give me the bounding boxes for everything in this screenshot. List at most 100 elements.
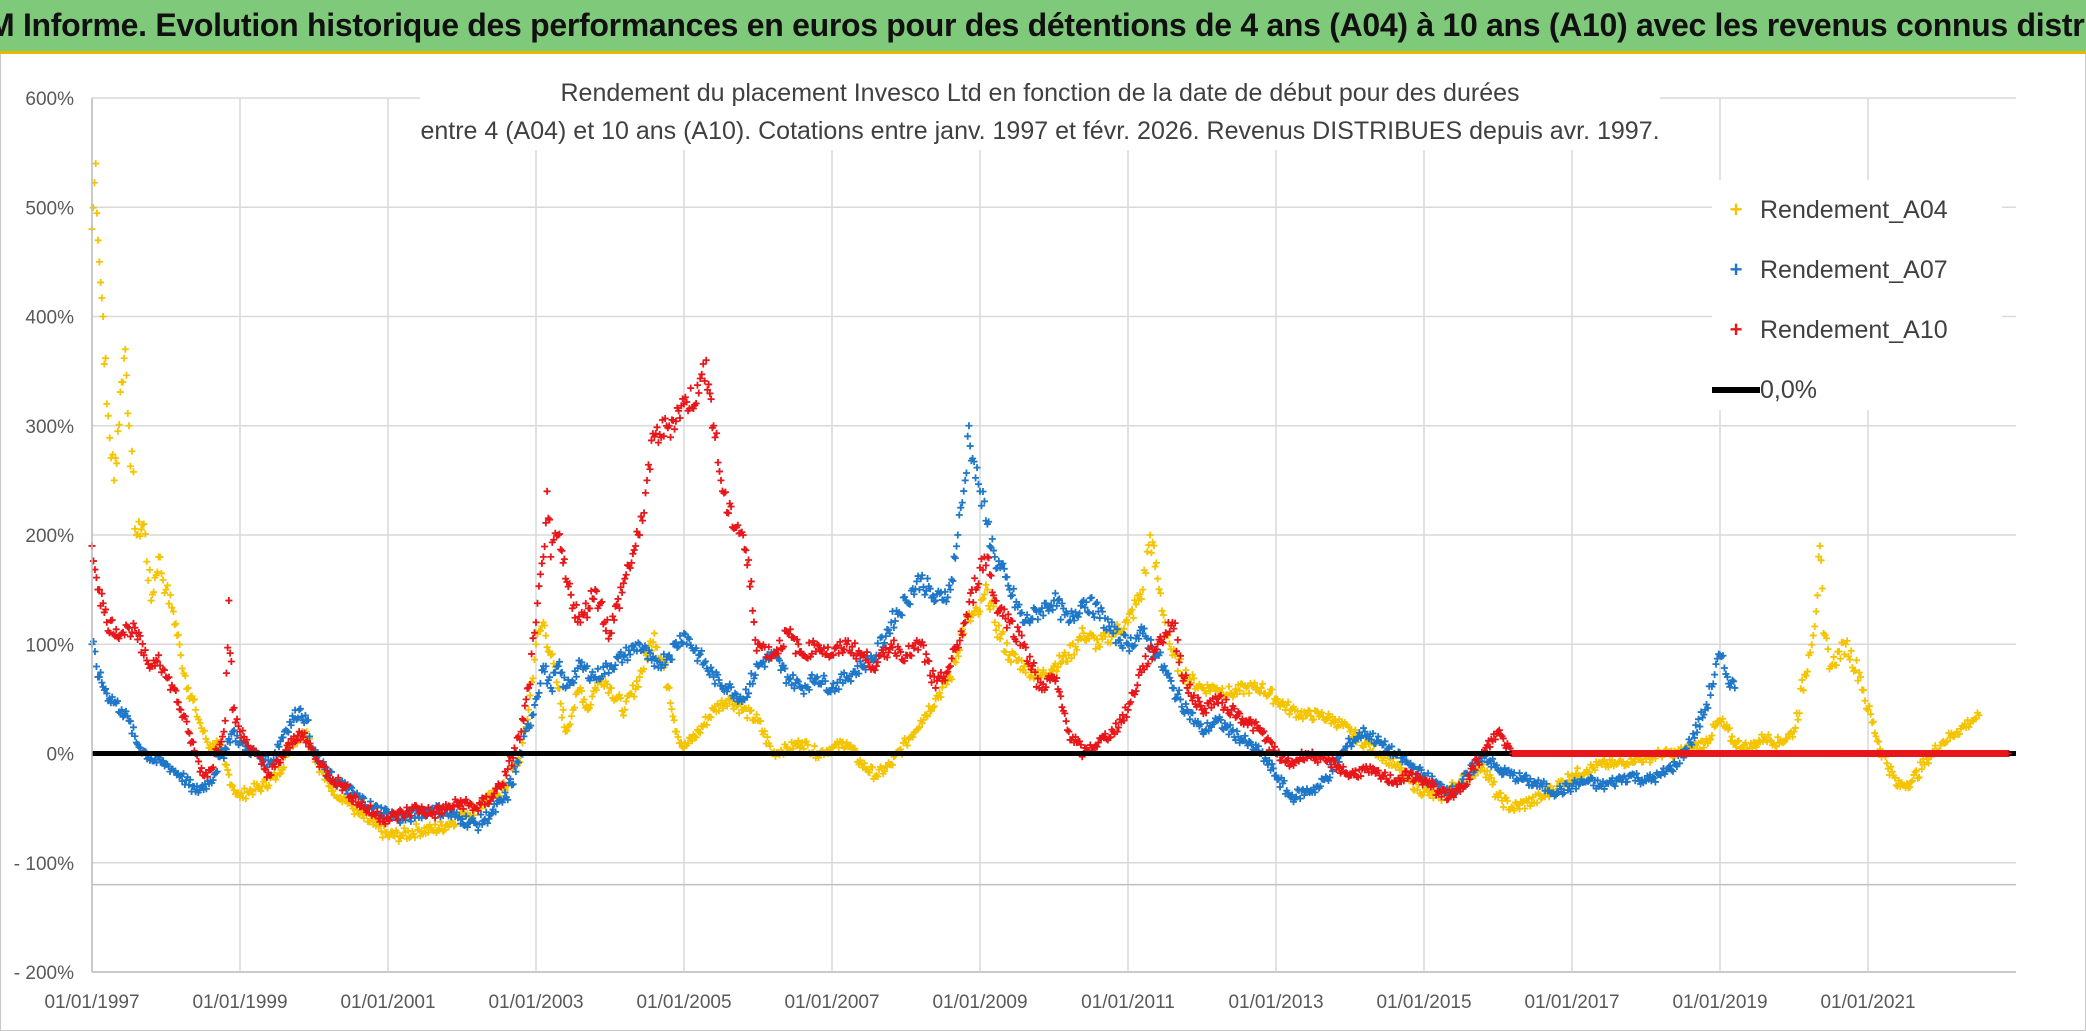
data-point	[1823, 634, 1831, 642]
data-point	[1868, 719, 1876, 727]
data-point	[945, 581, 953, 589]
data-point	[171, 621, 179, 629]
data-point	[172, 620, 180, 628]
data-point	[1065, 728, 1073, 736]
data-point	[518, 739, 526, 747]
data-point	[960, 487, 968, 495]
data-point	[1347, 742, 1355, 750]
data-point	[513, 757, 521, 765]
data-point	[967, 589, 975, 597]
data-point	[480, 817, 488, 825]
data-point	[714, 458, 722, 466]
data-point	[695, 728, 703, 736]
data-point	[671, 425, 679, 433]
data-point	[1174, 667, 1182, 675]
data-point	[89, 204, 97, 212]
data-point	[1108, 633, 1116, 641]
data-point	[462, 812, 470, 820]
data-point	[136, 532, 144, 540]
data-point	[379, 833, 387, 841]
data-point	[108, 693, 116, 701]
data-point	[1817, 556, 1825, 564]
data-point	[1133, 681, 1141, 689]
data-point	[592, 686, 600, 694]
data-point	[1143, 548, 1151, 556]
data-point	[1078, 624, 1086, 632]
data-point	[630, 693, 638, 701]
data-point	[724, 509, 732, 517]
data-point	[999, 628, 1007, 636]
data-point	[586, 605, 594, 613]
data-point	[181, 672, 189, 680]
data-point	[1394, 760, 1402, 768]
data-point	[1798, 676, 1806, 684]
data-point	[558, 547, 566, 555]
data-point	[1016, 610, 1024, 618]
data-point	[162, 586, 170, 594]
data-point	[1259, 680, 1267, 688]
data-point	[855, 670, 863, 678]
data-point	[991, 553, 999, 561]
data-point	[1218, 684, 1226, 692]
data-point	[1002, 648, 1010, 656]
data-point	[1503, 797, 1511, 805]
data-point	[543, 487, 551, 495]
data-point	[395, 837, 403, 845]
data-point	[276, 737, 284, 745]
data-point	[558, 668, 566, 676]
data-point	[1487, 774, 1495, 782]
data-point	[609, 612, 617, 620]
data-point	[578, 658, 586, 666]
data-point	[889, 761, 897, 769]
data-point	[1854, 677, 1862, 685]
data-point	[110, 476, 118, 484]
data-point	[1510, 807, 1518, 815]
data-point	[189, 696, 197, 704]
data-point	[790, 684, 798, 692]
series-A10-flat	[1509, 750, 2012, 757]
data-point	[418, 814, 426, 822]
data-point	[242, 795, 250, 803]
data-point	[221, 717, 229, 725]
data-point	[603, 680, 611, 688]
data-point	[1855, 668, 1863, 676]
data-point	[710, 673, 718, 681]
data-point	[283, 727, 291, 735]
data-point	[1059, 653, 1067, 661]
data-point	[478, 820, 486, 828]
data-point	[97, 668, 105, 676]
data-point	[1700, 744, 1708, 752]
data-point	[761, 663, 769, 671]
legend-item-zero: 0,0%	[1712, 370, 1817, 410]
data-point	[1703, 700, 1711, 708]
data-point	[669, 712, 677, 720]
data-point	[92, 663, 100, 671]
data-point	[856, 756, 864, 764]
data-point	[607, 684, 615, 692]
data-point	[932, 684, 940, 692]
legend-item-a07: + Rendement_A07	[1712, 250, 1948, 290]
data-point	[225, 597, 233, 605]
data-point	[559, 559, 567, 567]
data-point	[1331, 717, 1339, 725]
data-point	[1704, 739, 1712, 747]
data-point	[1285, 710, 1293, 718]
data-point	[843, 739, 851, 747]
data-point	[986, 542, 994, 550]
data-point	[1975, 711, 1983, 719]
data-point	[224, 766, 232, 774]
data-point	[1818, 584, 1826, 592]
data-point	[1397, 764, 1405, 772]
data-point	[1813, 591, 1821, 599]
data-point	[924, 574, 932, 582]
data-point	[716, 467, 724, 475]
y-tick-label: 300%	[25, 417, 74, 438]
data-point	[512, 768, 520, 776]
data-point	[1847, 647, 1855, 655]
data-point	[1599, 757, 1607, 765]
data-point	[751, 671, 759, 679]
data-point	[122, 707, 130, 715]
data-point	[247, 787, 255, 795]
data-point	[649, 638, 657, 646]
data-point	[804, 741, 812, 749]
